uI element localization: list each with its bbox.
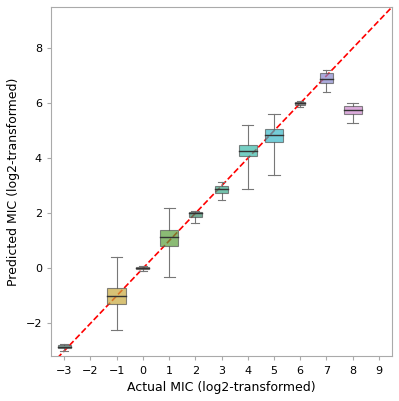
- FancyBboxPatch shape: [57, 346, 71, 348]
- Y-axis label: Predicted MIC (log2-transformed): Predicted MIC (log2-transformed): [7, 77, 20, 286]
- FancyBboxPatch shape: [320, 73, 333, 83]
- FancyBboxPatch shape: [344, 106, 362, 114]
- FancyBboxPatch shape: [136, 267, 149, 269]
- FancyBboxPatch shape: [189, 212, 202, 217]
- FancyBboxPatch shape: [215, 186, 228, 193]
- FancyBboxPatch shape: [107, 288, 126, 304]
- X-axis label: Actual MIC (log2-transformed): Actual MIC (log2-transformed): [127, 381, 316, 394]
- FancyBboxPatch shape: [239, 144, 257, 156]
- FancyBboxPatch shape: [265, 130, 283, 142]
- FancyBboxPatch shape: [295, 102, 306, 105]
- FancyBboxPatch shape: [160, 230, 178, 246]
